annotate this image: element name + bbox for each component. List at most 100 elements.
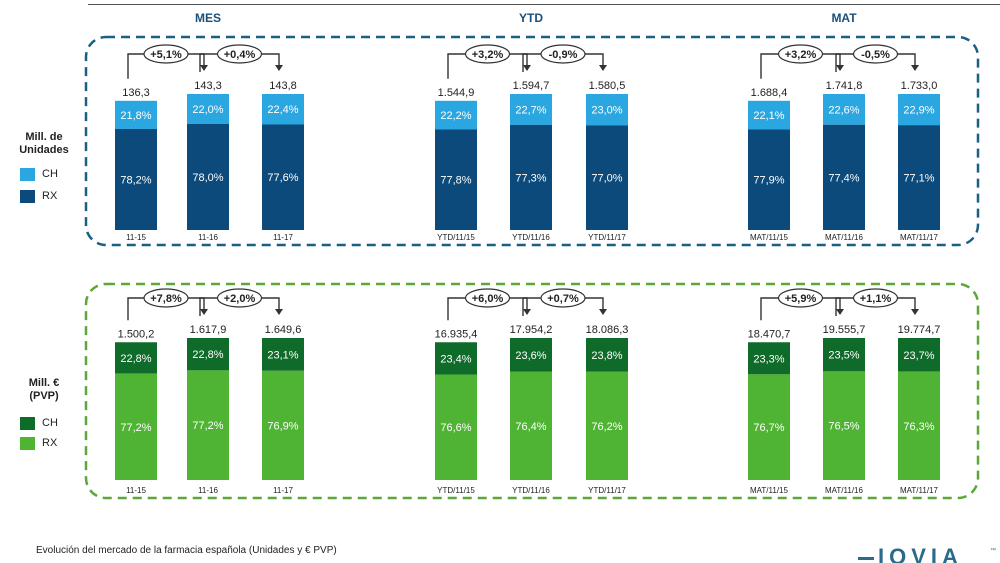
growth-badge (464, 288, 511, 308)
bar-rx-label: 76,6% (440, 422, 471, 434)
bar-rx (262, 370, 304, 480)
units-legend-title-line2: Unidades (19, 144, 69, 156)
bar-rx (823, 124, 865, 230)
bar-total-label: 17.954,2 (510, 324, 553, 336)
growth-label: +0,7% (547, 293, 579, 305)
category-label: 11-15 (126, 233, 146, 242)
bar-total-label: 143,8 (269, 80, 297, 92)
category-label: MAT/11/15 (750, 486, 788, 495)
bar-rx (115, 128, 157, 230)
growth-label: +7,8% (150, 293, 182, 305)
bar-rx (435, 374, 477, 480)
bar-ch (586, 338, 628, 372)
category-label: YTD/11/17 (588, 486, 626, 495)
bar-ch (187, 338, 229, 371)
growth-label: -0,5% (861, 49, 890, 61)
category-label: MAT/11/15 (750, 233, 788, 242)
growth-arrow-icon (523, 65, 531, 71)
bar-ch (510, 94, 552, 125)
value-panel-border (84, 282, 980, 500)
bar-ch-label: 22,6% (828, 104, 859, 116)
growth-badge (143, 44, 189, 64)
units-ch-label: CH (42, 168, 58, 180)
units-rx-label: RX (42, 190, 58, 202)
units-rx-swatch (20, 190, 35, 203)
growth-label: +3,2% (472, 49, 504, 61)
category-label: YTD/11/17 (588, 233, 626, 242)
units-legend-title: Mill. de Unidades (6, 131, 82, 157)
bar-ch (435, 100, 477, 130)
growth-badge (216, 44, 263, 64)
bar-total-label: 1.741,8 (826, 80, 863, 92)
bar-rx-label: 77,4% (828, 172, 859, 184)
bar-ch (510, 338, 552, 372)
bar-rx (115, 373, 157, 480)
bar-rx (823, 371, 865, 480)
value-ch-label: CH (42, 417, 58, 429)
bar-rx (586, 371, 628, 480)
bar-ch (586, 94, 628, 126)
growth-label: +3,2% (785, 49, 817, 61)
bar-ch (898, 338, 940, 372)
bar-total-label: 1.580,5 (589, 80, 626, 92)
growth-label: +2,0% (224, 293, 256, 305)
bar-total-label: 136,3 (122, 87, 150, 99)
growth-label: +1,1% (860, 293, 892, 305)
category-label: 11-15 (126, 486, 146, 495)
bar-rx (748, 374, 790, 480)
bar-total-label: 1.688,4 (751, 87, 788, 99)
growth-arrow-icon (911, 65, 919, 71)
bar-ch (115, 342, 157, 374)
category-label: YTD/11/16 (512, 233, 550, 242)
bar-ch-label: 23,8% (591, 350, 622, 362)
growth-label: +0,4% (224, 49, 256, 61)
bar-rx-label: 77,9% (753, 175, 784, 187)
growth-arrow-icon (523, 309, 531, 315)
bar-rx-label: 76,9% (267, 420, 298, 432)
bar-total-label: 1.649,6 (265, 324, 302, 336)
logo-trademark: ™ (990, 548, 996, 554)
category-label: 11-16 (198, 486, 218, 495)
bar-rx (748, 129, 790, 230)
growth-badge (540, 44, 586, 64)
category-label: YTD/11/16 (512, 486, 550, 495)
bar-total-label: 16.935,4 (435, 328, 478, 340)
top-rule (88, 4, 1000, 5)
growth-arrow-icon (200, 309, 208, 315)
bar-ch-label: 23,0% (591, 105, 622, 117)
bar-rx (435, 129, 477, 230)
bar-ch-label: 22,7% (515, 104, 546, 116)
bar-ch-label: 23,1% (267, 349, 298, 361)
bar-total-label: 1.594,7 (513, 80, 550, 92)
bar-ch (187, 94, 229, 124)
category-label: YTD/11/15 (437, 233, 475, 242)
growth-label: +5,1% (150, 49, 182, 61)
category-label: MAT/11/17 (900, 486, 938, 495)
bar-rx-label: 77,0% (591, 173, 622, 185)
bar-ch-label: 23,3% (753, 353, 784, 365)
chart-title: YTD (519, 11, 543, 25)
category-label: MAT/11/17 (900, 233, 938, 242)
footnote: Evolución del mercado de la farmacia esp… (36, 545, 337, 556)
growth-arrow-icon (599, 65, 607, 71)
bar-total-label: 19.774,7 (898, 324, 941, 336)
growth-arrow-icon (599, 309, 607, 315)
bar-ch (115, 100, 157, 129)
growth-arrow-icon (275, 65, 283, 71)
bar-ch (898, 94, 940, 126)
value-legend-title-line2: (PVP) (29, 390, 59, 402)
category-label: MAT/11/16 (825, 486, 863, 495)
bar-total-label: 1.544,9 (438, 87, 475, 99)
bar-ch-label: 22,4% (267, 104, 298, 116)
bar-ch-label: 22,1% (753, 110, 784, 122)
chart-title: MES (195, 11, 221, 25)
bar-ch-label: 23,4% (440, 353, 471, 365)
growth-label: +5,9% (785, 293, 817, 305)
growth-badge (216, 288, 263, 308)
bar-rx-label: 76,7% (753, 422, 784, 434)
bar-rx-label: 77,2% (192, 420, 223, 432)
bar-ch (748, 100, 790, 130)
growth-label: +6,0% (472, 293, 504, 305)
iqvia-logo: IQVIA ™ (858, 548, 1000, 563)
units-panel-border (84, 35, 980, 247)
